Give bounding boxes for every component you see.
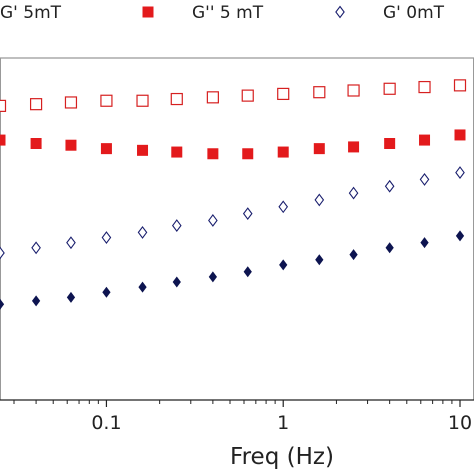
legend: G' 5mT G'' 5 mT G' 0mT <box>0 3 445 23</box>
data-points <box>0 79 467 310</box>
data-point-series-1 <box>419 134 431 146</box>
data-point-series-1 <box>137 144 149 156</box>
data-point-series-3 <box>0 298 5 310</box>
data-point-series-3 <box>455 230 465 242</box>
data-point-series-2 <box>171 219 182 232</box>
data-point-series-0 <box>313 86 326 99</box>
legend-marker <box>142 6 154 18</box>
data-point-series-0 <box>453 79 467 92</box>
data-point-series-0 <box>0 99 7 112</box>
data-point-series-0 <box>64 96 78 109</box>
data-point-series-2 <box>278 200 289 214</box>
data-point-series-2 <box>101 231 112 244</box>
data-point-series-3 <box>420 237 429 249</box>
data-point-series-0 <box>277 87 290 101</box>
data-point-series-0 <box>347 84 360 97</box>
data-point-series-1 <box>384 138 396 149</box>
data-point-series-2 <box>314 193 325 207</box>
data-point-series-0 <box>29 98 43 111</box>
data-point-series-0 <box>170 92 183 106</box>
legend-label: G' 0mT <box>383 3 445 23</box>
x-axis-title: Freq (Hz) <box>230 444 334 470</box>
data-point-series-1 <box>65 139 77 151</box>
x-tick-label: 1 <box>277 412 289 434</box>
data-point-series-1 <box>242 148 254 160</box>
data-point-series-2 <box>208 214 218 227</box>
x-tick-label: 0.1 <box>91 412 121 434</box>
data-point-series-1 <box>100 143 112 155</box>
data-point-series-1 <box>207 148 219 160</box>
data-point-series-1 <box>313 143 325 155</box>
data-point-series-1 <box>454 129 466 141</box>
data-point-series-2 <box>0 246 5 260</box>
data-point-series-2 <box>384 179 395 193</box>
x-axis-ticks: 0.1 1 10 <box>13 400 472 434</box>
data-point-series-3 <box>315 254 324 266</box>
data-point-series-0 <box>206 91 219 104</box>
data-point-series-2 <box>455 166 465 179</box>
data-point-series-0 <box>100 94 113 107</box>
data-point-series-3 <box>138 281 147 293</box>
data-point-series-2 <box>31 241 41 255</box>
data-point-series-1 <box>30 138 42 149</box>
data-point-series-1 <box>171 146 183 158</box>
data-point-series-3 <box>385 242 394 254</box>
data-point-series-2 <box>348 186 359 200</box>
data-point-series-3 <box>66 291 76 303</box>
data-point-series-3 <box>349 249 358 261</box>
legend-marker <box>335 5 345 19</box>
data-point-series-2 <box>419 172 430 186</box>
data-point-series-0 <box>136 94 149 107</box>
data-point-series-3 <box>279 259 288 271</box>
data-point-series-0 <box>418 80 431 94</box>
legend-label: G'' 5 mT <box>192 3 264 23</box>
data-point-series-1 <box>277 146 289 158</box>
data-point-series-1 <box>0 134 6 146</box>
data-point-series-3 <box>172 276 181 288</box>
x-tick-label: 10 <box>448 412 472 434</box>
data-point-series-2 <box>66 236 76 250</box>
data-point-series-3 <box>243 266 252 278</box>
data-point-series-3 <box>31 295 41 307</box>
data-point-series-1 <box>348 141 360 153</box>
legend-label: G' 5mT <box>0 3 62 23</box>
data-point-series-2 <box>242 207 253 221</box>
data-point-series-3 <box>208 271 217 283</box>
data-point-series-2 <box>137 226 148 239</box>
data-point-series-0 <box>241 89 254 102</box>
data-point-series-0 <box>383 82 396 95</box>
data-point-series-3 <box>102 286 111 298</box>
